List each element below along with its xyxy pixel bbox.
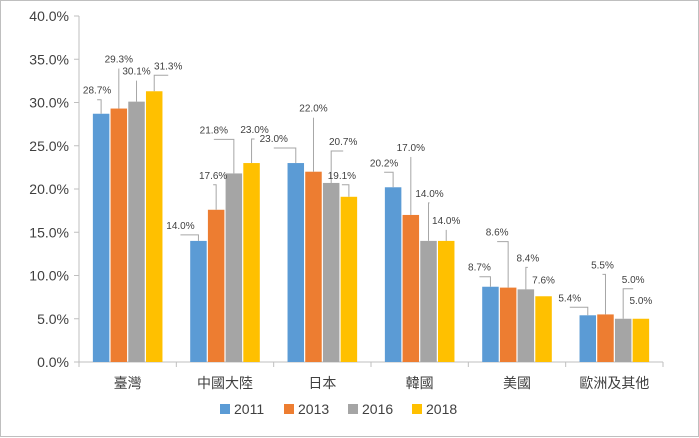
leader-line xyxy=(384,171,394,188)
bar-2011 xyxy=(384,187,402,362)
bar-2011 xyxy=(190,240,207,362)
category-label: 韓國 xyxy=(406,376,434,392)
y-tick-label: 25.0% xyxy=(29,138,69,154)
data-label: 14.0% xyxy=(432,216,460,227)
legend-swatch-2016 xyxy=(348,404,358,414)
data-label: 8.4% xyxy=(516,253,539,264)
leader-line xyxy=(525,266,528,290)
data-label: 20.7% xyxy=(329,137,357,148)
bar-2013 xyxy=(402,214,420,362)
leader-line xyxy=(273,147,297,164)
y-tick-label: 15.0% xyxy=(29,224,69,240)
data-label: 31.3% xyxy=(154,61,182,72)
data-label: 17.0% xyxy=(397,143,425,154)
legend-label: 2011 xyxy=(234,401,264,417)
data-label: 5.0% xyxy=(629,296,652,307)
leader-line xyxy=(330,150,344,183)
bar-2016 xyxy=(322,182,340,362)
leader-line xyxy=(153,74,169,92)
category-label: 美國 xyxy=(503,376,531,392)
data-label: 22.0% xyxy=(299,104,327,115)
bar-2011 xyxy=(287,163,305,362)
data-label: 23.0% xyxy=(240,125,268,136)
data-label: 28.7% xyxy=(83,86,111,97)
bar-2016 xyxy=(614,318,632,362)
data-label: 23.0% xyxy=(260,134,288,145)
leader-line xyxy=(622,288,634,319)
data-label: 30.1% xyxy=(122,67,150,78)
bar-2011 xyxy=(482,286,499,362)
bars xyxy=(92,91,650,363)
y-tick-label: 40.0% xyxy=(29,8,69,24)
bar-2016 xyxy=(420,240,437,362)
category-label: 歐洲及其他 xyxy=(579,376,649,392)
legend-label: 2013 xyxy=(298,401,329,417)
leader-line xyxy=(497,241,509,288)
data-labels: 28.7% 14.0% 23.0% 20.2% 8.7% 5.4% 29.3% 17.6% 22… xyxy=(83,55,652,307)
bar-2011 xyxy=(92,113,110,363)
axes xyxy=(74,15,664,367)
bar-2018 xyxy=(535,296,552,362)
data-label: 5.4% xyxy=(558,293,581,304)
leader-line xyxy=(602,273,606,315)
data-label: 8.6% xyxy=(486,228,509,239)
data-label: 20.2% xyxy=(370,158,398,169)
data-label: 8.7% xyxy=(468,263,491,274)
leader-line xyxy=(213,138,235,174)
leader-line xyxy=(213,184,217,210)
y-tick-label: 0.0% xyxy=(37,354,69,370)
leader-line xyxy=(479,276,491,287)
data-label: 14.0% xyxy=(415,189,443,200)
legend-swatch-2018 xyxy=(412,404,422,414)
y-tick-label: 20.0% xyxy=(29,181,69,197)
bar-2018 xyxy=(632,318,650,362)
bar-2018 xyxy=(437,240,455,362)
bar-2013 xyxy=(110,108,128,363)
data-label: 7.6% xyxy=(532,275,555,286)
data-label: 29.3% xyxy=(105,55,133,66)
data-label: 14.0% xyxy=(166,221,194,232)
bar-2013 xyxy=(597,314,614,362)
legend-swatch-2013 xyxy=(284,404,294,414)
legend: 2011 2013 2016 2018 xyxy=(220,401,457,417)
y-tick-label: 5.0% xyxy=(37,311,69,327)
bar-2016 xyxy=(128,101,145,362)
legend-swatch-2011 xyxy=(220,404,230,414)
bar-2013 xyxy=(305,171,322,362)
leader-line xyxy=(180,234,199,241)
category-label: 中國大陸 xyxy=(197,376,253,392)
label-leader-lines xyxy=(97,68,634,319)
bar-2018 xyxy=(243,163,260,362)
leader-line xyxy=(341,184,350,197)
data-label: 17.6% xyxy=(199,171,227,182)
leader-line xyxy=(569,306,589,316)
leader-line xyxy=(428,202,430,241)
category-label: 臺灣 xyxy=(114,376,142,392)
leader-line xyxy=(97,99,102,114)
category-label: 日本 xyxy=(308,376,336,392)
data-label: 5.5% xyxy=(591,260,614,271)
y-tick-labels: 0.0% 5.0% 10.0% 15.0% 20.0% 25.0% 30.0% 35.0% 40… xyxy=(29,8,69,370)
bar-2016 xyxy=(517,289,535,362)
category-labels: 臺灣 中國大陸 日本 韓國 美國 歐洲及其他 xyxy=(114,376,650,392)
data-label: 19.1% xyxy=(328,171,356,182)
y-tick-label: 10.0% xyxy=(29,268,69,284)
y-tick-label: 35.0% xyxy=(29,51,69,67)
bar-2018 xyxy=(145,91,163,362)
data-label: 21.8% xyxy=(200,125,228,136)
y-tick-label: 30.0% xyxy=(29,95,69,111)
legend-label: 2016 xyxy=(362,401,393,417)
bar-2016 xyxy=(225,173,243,362)
bar-2013 xyxy=(207,209,225,362)
leader-line xyxy=(251,138,255,164)
legend-label: 2018 xyxy=(426,401,457,417)
bar-2018 xyxy=(340,196,358,362)
bar-2011 xyxy=(579,315,597,362)
bar-2013 xyxy=(499,287,517,362)
data-label: 5.0% xyxy=(622,275,645,286)
